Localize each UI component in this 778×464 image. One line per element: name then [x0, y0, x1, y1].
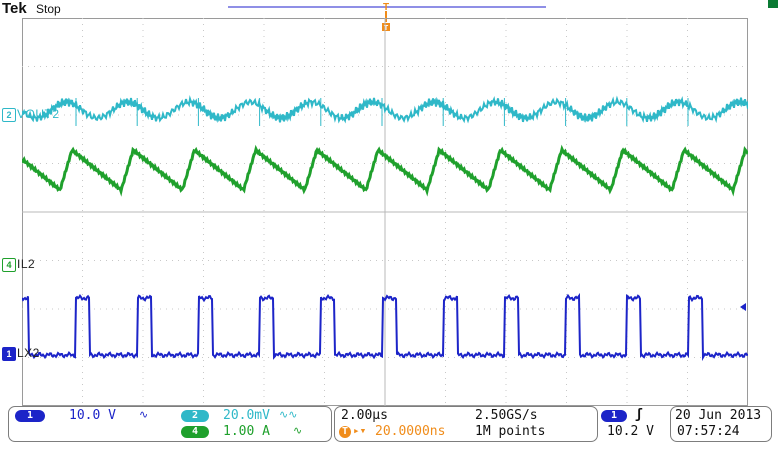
- trigger-level-arrow-icon[interactable]: [738, 302, 748, 312]
- brand-logo: Tek: [2, 0, 27, 17]
- delay-arrow-icon: ▸▾: [353, 424, 367, 437]
- svg-text:T: T: [384, 25, 389, 32]
- trigger-source-badge: 1: [601, 410, 627, 422]
- acquisition-status: Stop: [36, 2, 61, 16]
- il2-label: IL2: [17, 257, 36, 271]
- time: 07:57:24: [677, 424, 740, 439]
- ch2-ground-marker[interactable]: 2: [2, 108, 16, 122]
- record-view-bar: [228, 6, 546, 8]
- readout-panel: 1 10.0 V ∿ 2 20.0mV ∿∿ 4 1.00 A ∿ 2.00µs…: [0, 406, 778, 464]
- ch1-badge: 1: [15, 410, 45, 422]
- delay-icon: T: [339, 426, 351, 438]
- graticule: [22, 18, 748, 406]
- ch1-ground-marker[interactable]: 1: [2, 347, 16, 361]
- vout2-label: VOUT2: [17, 107, 60, 121]
- delay-value: 20.0000ns: [375, 424, 446, 439]
- date: 20 Jun 2013: [675, 408, 762, 423]
- vertical-readout-box[interactable]: 1 10.0 V ∿ 2 20.0mV ∿∿ 4 1.00 A ∿: [8, 406, 332, 442]
- ch1-bw-icon: ∿: [139, 408, 149, 421]
- time-per-div: 2.00µs: [341, 408, 388, 423]
- record-length: 1M points: [475, 424, 546, 439]
- ch1-scale: 10.0 V: [69, 408, 116, 423]
- ch1-lx2-trace: [22, 292, 748, 362]
- sample-rate: 2.50GS/s: [475, 408, 538, 423]
- trigger-slope-icon: ʃ: [635, 407, 643, 422]
- ch2-badge: 2: [181, 410, 209, 422]
- ch4-scale: 1.00 A: [223, 424, 270, 439]
- ch4-badge: 4: [181, 426, 209, 438]
- ch4-ground-marker[interactable]: 4: [2, 258, 16, 272]
- ch2-scale: 20.0mV: [223, 408, 270, 423]
- top-status-bar: Tek Stop T T: [0, 0, 778, 32]
- lx2-label: LX2: [17, 346, 40, 360]
- trigger-level: 10.2 V: [607, 424, 654, 439]
- waveform-traces: [22, 95, 748, 362]
- ch4-bw-icon: ∿: [293, 424, 303, 437]
- ch2-bw-icon: ∿∿: [279, 408, 298, 421]
- corner-indicator-icon: [768, 0, 778, 8]
- datetime-box: 20 Jun 2013 07:57:24: [670, 406, 772, 442]
- waveform-display[interactable]: [22, 18, 748, 406]
- trigger-position-icon[interactable]: T T: [380, 0, 392, 36]
- svg-text:T: T: [383, 2, 389, 13]
- horizontal-readout-box[interactable]: 2.00µs 2.50GS/s T ▸▾ 20.0000ns 1M points…: [334, 406, 654, 442]
- ch4-il2-trace: [22, 144, 748, 197]
